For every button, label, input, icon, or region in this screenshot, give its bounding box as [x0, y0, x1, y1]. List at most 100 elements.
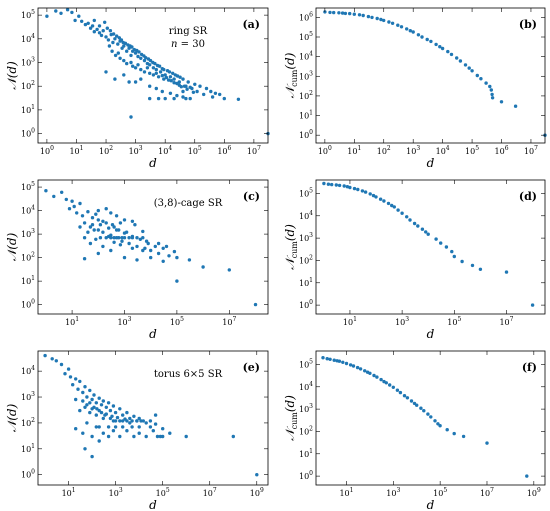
x-tick-label: 103 — [395, 316, 409, 327]
y-axis-label: 𝒩cum(d) — [283, 395, 299, 441]
data-point — [82, 221, 87, 225]
x-tick-label: 109 — [250, 487, 264, 498]
data-point — [184, 96, 188, 101]
data-point — [144, 434, 148, 439]
y-tick-label: 103 — [299, 232, 313, 243]
data-point — [402, 394, 407, 398]
data-point — [379, 377, 383, 382]
x-tick-label: 102 — [377, 145, 391, 156]
data-point — [382, 199, 386, 203]
data-point — [103, 20, 107, 24]
data-point — [396, 23, 400, 27]
panel-c: 101 103 105 107 100 101 102 103 104 105 d 𝒩(d) (c) (3… — [5, 179, 269, 341]
data-point — [90, 397, 94, 402]
data-point — [88, 225, 93, 229]
data-point — [153, 61, 157, 66]
data-point — [141, 229, 145, 234]
x-tick-label: 101 — [339, 487, 353, 498]
data-point — [105, 26, 110, 30]
data-point — [94, 237, 98, 241]
data-point — [154, 71, 158, 76]
data-point — [458, 59, 463, 63]
data-point — [65, 8, 70, 12]
data-point — [156, 251, 161, 256]
data-point — [166, 78, 171, 82]
data-point — [137, 425, 141, 429]
data-point — [118, 243, 123, 247]
data-point — [103, 413, 107, 417]
data-point — [135, 258, 139, 262]
data-point — [74, 377, 78, 381]
data-point — [83, 385, 87, 389]
data-point — [434, 42, 438, 47]
data-point — [168, 431, 172, 435]
data-point — [218, 92, 222, 97]
data-point — [187, 258, 192, 262]
data-point — [490, 96, 495, 100]
data-point — [111, 40, 115, 45]
data-point — [90, 434, 94, 439]
data-point — [135, 419, 139, 423]
data-point — [162, 67, 166, 72]
data-point — [161, 259, 165, 263]
data-point — [151, 73, 156, 77]
x-tick-label: 107 — [499, 316, 513, 327]
axes-frame — [37, 7, 269, 144]
y-tick-label: 103 — [21, 391, 35, 402]
data-point — [341, 360, 345, 364]
data-point — [213, 91, 218, 96]
data-point — [101, 244, 105, 249]
x-tick-label: 107 — [203, 487, 217, 498]
data-point — [405, 396, 410, 400]
data-point — [148, 84, 152, 88]
data-point — [111, 32, 116, 36]
x-tick-label: 107 — [247, 145, 261, 156]
data-point — [133, 51, 138, 55]
data-point — [104, 221, 108, 225]
data-point — [188, 85, 192, 90]
data-point — [117, 36, 122, 40]
data-point — [153, 422, 158, 426]
data-point — [352, 12, 356, 16]
data-point — [155, 434, 160, 439]
panel-label: (a) — [242, 18, 260, 31]
data-point — [122, 58, 126, 63]
data-point — [342, 184, 346, 188]
data-point — [321, 356, 325, 360]
data-point — [175, 74, 180, 78]
data-point — [400, 211, 404, 215]
data-point — [81, 431, 85, 435]
data-points-e — [43, 353, 259, 477]
x-tick-label: 100 — [318, 145, 332, 156]
data-point — [375, 16, 379, 21]
data-point — [118, 56, 122, 60]
data-points-d — [322, 181, 535, 307]
data-point — [408, 29, 412, 33]
data-point — [50, 357, 54, 361]
x-tick-label: 105 — [433, 487, 447, 498]
data-point — [378, 197, 383, 201]
data-point — [255, 473, 259, 477]
data-point — [253, 302, 258, 307]
data-point — [122, 218, 127, 222]
x-tick-label: 107 — [480, 487, 494, 498]
panel-b: 100 101 102 103 104 105 106 107 100 101 102 103 104 1… — [283, 7, 547, 170]
y-axis-label: 𝒩cum(d) — [283, 224, 299, 270]
data-point — [440, 46, 445, 51]
data-point — [161, 246, 165, 250]
data-point — [139, 56, 143, 60]
data-point — [54, 359, 58, 363]
data-point — [66, 367, 71, 371]
x-tick-label: 101 — [69, 145, 83, 156]
data-point — [148, 63, 152, 67]
data-point — [104, 35, 108, 39]
data-point — [371, 193, 376, 198]
data-point — [236, 97, 241, 102]
data-point — [375, 375, 379, 379]
data-point — [108, 408, 113, 413]
data-point — [99, 403, 104, 407]
data-point — [530, 303, 535, 307]
data-point — [461, 434, 466, 439]
x-tick-label: 103 — [117, 316, 131, 327]
y-tick-label: 102 — [21, 252, 35, 263]
